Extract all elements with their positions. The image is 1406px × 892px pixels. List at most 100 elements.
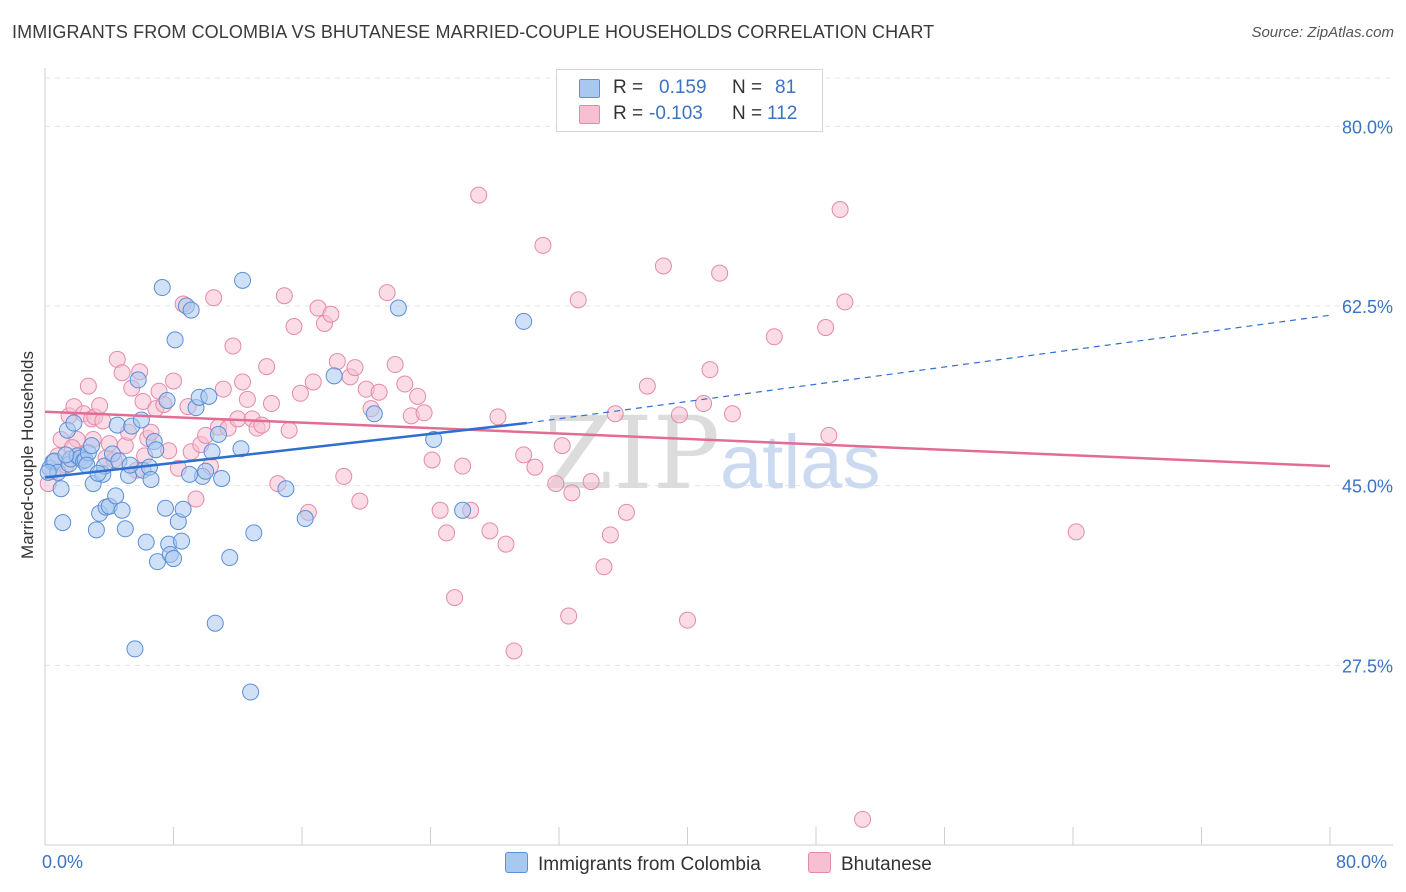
colombia-point [137,533,155,551]
colombia-trend-extension [526,314,1331,424]
colombia-point [148,553,166,571]
bhutanese-point [765,328,783,346]
bhutanese-point [291,384,309,402]
colombia-point [65,414,83,432]
bottom-legend-label-bhutanese: Bhutanese [841,854,932,875]
bhutanese-point [1067,523,1085,541]
bhutanese-point [817,319,835,337]
colombia-point [181,465,199,483]
colombia-point [83,437,101,455]
bottom-legend-swatch-bhutanese [808,852,831,873]
bhutanese-point [569,291,587,309]
bhutanese-point [560,607,578,625]
bhutanese-trend-line [44,410,1331,468]
bhutanese-point [409,387,427,405]
colombia-point [121,456,139,474]
grid-lines [45,77,1393,666]
legend-n-label: N = [732,103,763,124]
bhutanese-point [654,257,672,275]
bhutanese-point [601,526,619,544]
colombia-point [209,425,227,443]
bhutanese-point [205,289,223,307]
bhutanese-point [431,501,449,519]
bhutanese-point [134,392,152,410]
colombia-points [39,271,533,701]
bhutanese-point [563,484,581,502]
y-tick-label: 62.5% [1342,297,1393,317]
legend-swatch-bhutanese [579,105,600,124]
bhutanese-point [262,395,280,413]
bhutanese-point [113,364,131,382]
colombia-point [242,683,260,701]
bottom-legend-swatch-colombia [505,852,528,873]
y-tick-label: 45.0% [1342,477,1393,497]
bottom-legend-label-colombia: Immigrants from Colombia [538,854,761,875]
colombia-point [277,480,295,498]
y-tick-labels: 27.5% 45.0% 62.5% 80.0% [1342,117,1393,676]
colombia-point [165,550,182,568]
bhutanese-point [470,186,488,204]
colombia-point [52,480,70,498]
bhutanese-point [505,642,523,660]
colombia-point [221,549,239,567]
y-tick-label: 27.5% [1342,656,1393,676]
colombia-point [153,279,171,297]
bhutanese-point [854,810,872,828]
colombia-point [454,501,472,519]
bhutanese-point [836,293,854,311]
colombia-point [87,521,105,539]
colombia-point [166,331,184,349]
x-tick-label-max: 80.0% [1336,852,1388,872]
bhutanese-point [547,475,565,493]
correlation-legend: R = 0.159 N = 81 R = -0.103 N = 112 [556,69,823,132]
bhutanese-point [617,503,635,521]
colombia-point [126,640,144,658]
bhutanese-point [165,372,182,390]
bhutanese-point [711,264,729,282]
legend-n-value: 112 [767,103,798,124]
bhutanese-point [275,287,293,305]
legend-r-label: R = [613,103,644,124]
colombia-point [325,367,343,385]
bhutanese-point [285,318,303,336]
axes [44,68,1393,846]
bhutanese-point [695,395,713,413]
colombia-point [158,391,176,409]
colombia-point [142,471,160,489]
source-credit: Source: ZipAtlas.com [1251,24,1394,41]
colombia-point [108,416,126,434]
bhutanese-point [351,492,369,510]
colombia-point [425,430,443,448]
bhutanese-point [214,380,232,398]
bhutanese-point [446,589,464,607]
bhutanese-point [595,558,613,576]
legend-n-value: 81 [775,77,797,98]
bhutanese-point [378,284,396,302]
colombia-point [365,405,383,423]
bhutanese-point [534,236,552,254]
bottom-legend-bhutanese: Bhutanese [808,852,932,876]
colombia-point [389,299,407,317]
bhutanese-point [515,446,533,464]
watermark-atlas: atlas [720,420,881,505]
legend-r-value: 0.159 [659,77,707,98]
bhutanese-point [91,397,109,415]
bhutanese-point [335,467,353,485]
colombia-point [156,499,174,517]
colombia-point [54,514,72,532]
bhutanese-point [234,373,252,391]
bhutanese-point [79,377,97,395]
trend-lines [44,314,1331,479]
colombia-point [245,524,263,542]
colombia-point [232,440,250,458]
colombia-point [107,487,125,505]
bhutanese-point [679,611,696,629]
bhutanese-point [701,361,719,379]
bhutanese-point [638,377,656,395]
bhutanese-point [481,522,499,540]
colombia-point [515,312,533,330]
bhutanese-point [346,359,364,377]
colombia-point [173,532,191,550]
legend-r-label: R = [613,77,644,98]
